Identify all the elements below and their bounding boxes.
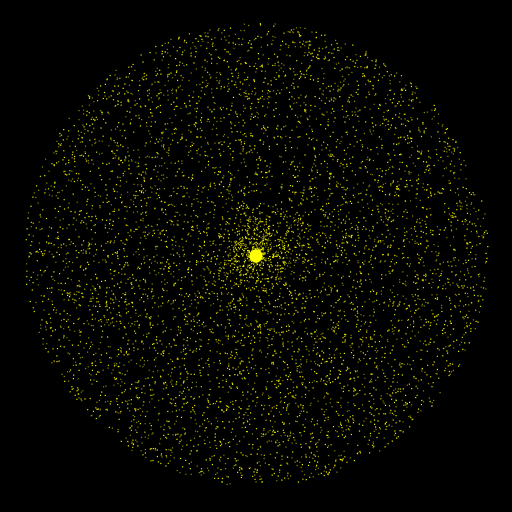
central-mass bbox=[249, 249, 263, 263]
